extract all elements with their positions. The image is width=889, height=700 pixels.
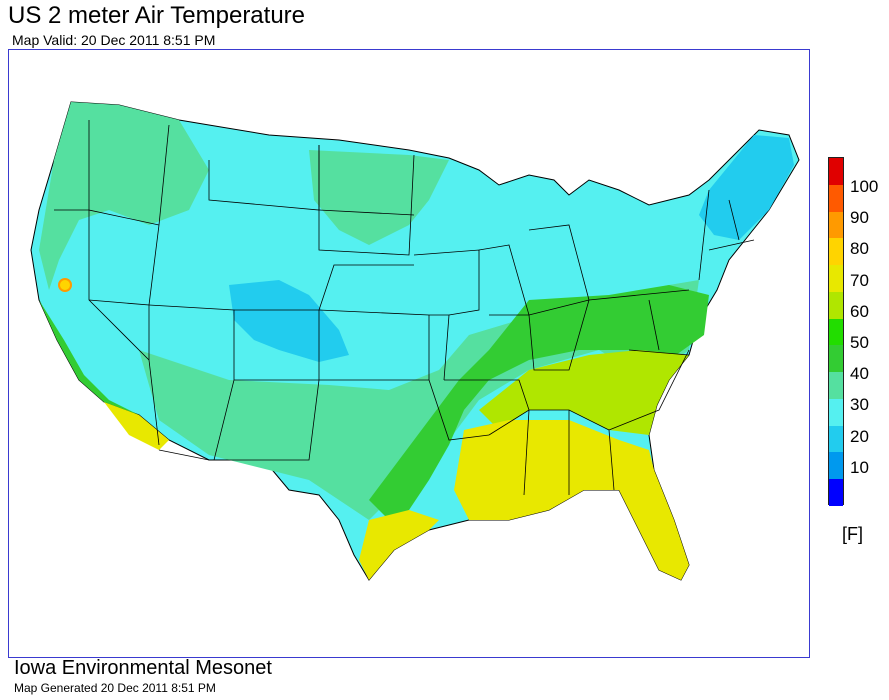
legend-swatch — [829, 345, 843, 373]
legend-label: 80 — [850, 239, 869, 259]
footer-generated: Map Generated 20 Dec 2011 8:51 PM — [14, 681, 216, 695]
legend-label: 10 — [850, 457, 869, 477]
legend-units: [F] — [842, 524, 863, 544]
legend-label: 50 — [850, 333, 869, 352]
hot-spot-nevada — [58, 278, 72, 292]
legend-label: 90 — [850, 208, 869, 228]
band-60s-texas-coast — [359, 510, 439, 580]
legend-swatch — [829, 265, 843, 293]
legend-label: 60 — [850, 301, 869, 321]
legend-swatch — [829, 158, 843, 186]
legend-color-bar — [828, 157, 844, 507]
legend-swatch — [829, 238, 843, 266]
legend-swatch — [829, 425, 843, 453]
footer-org: Iowa Environmental Mesonet — [14, 657, 272, 679]
legend-swatch — [829, 291, 843, 320]
cold-region-new-england — [699, 135, 794, 240]
legend-label: 40 — [850, 364, 869, 384]
legend-label: 20 — [850, 426, 869, 446]
map-frame — [8, 49, 810, 658]
legend-swatch — [829, 372, 843, 400]
legend-swatch — [829, 211, 843, 239]
legend-swatch — [829, 318, 843, 346]
legend-swatch — [829, 398, 843, 427]
band-40s — [369, 285, 709, 520]
legend-label: 70 — [850, 270, 869, 290]
us-temperature-map — [30, 101, 800, 581]
state-borders — [54, 120, 755, 496]
legend-swatch — [829, 479, 843, 507]
band-50s-southeast — [479, 350, 689, 435]
map-title: US 2 meter Air Temperature — [8, 2, 306, 29]
legend-label: 30 — [850, 395, 869, 415]
band-30s-plains — [309, 150, 449, 245]
legend-swatch — [829, 452, 843, 480]
legend-swatch — [829, 184, 843, 213]
band-60s-socal — [104, 402, 169, 450]
legend-label: 100 — [850, 177, 879, 196]
map-valid-time: Map Valid: 20 Dec 2011 8:51 PM — [12, 32, 216, 48]
band-60s-gulf — [454, 420, 689, 580]
